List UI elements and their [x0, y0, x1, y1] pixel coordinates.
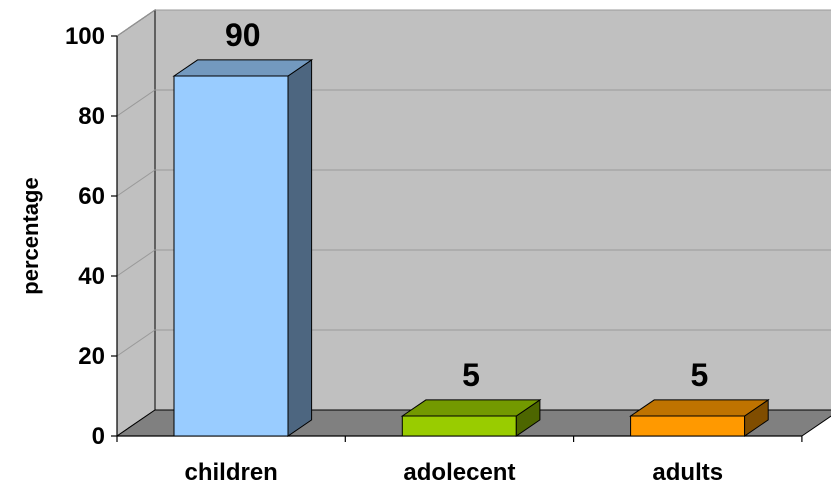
y-tick-label: 60	[78, 183, 105, 210]
bar-adults	[628, 398, 770, 437]
bars	[172, 58, 770, 437]
side-wall	[116, 9, 156, 437]
gridline-20	[116, 329, 831, 357]
x-category-label: adolecent	[403, 459, 515, 486]
bar-adolecent	[400, 398, 542, 437]
gridlines	[116, 9, 831, 357]
bar-top-face	[628, 399, 770, 417]
y-tick-label: 100	[65, 23, 105, 50]
x-category-label: adults	[652, 459, 723, 486]
data-label: 5	[690, 357, 708, 393]
chart-text: 0 20 40 60 80 100 90 children 5 adolecent 5 adults p…	[18, 17, 723, 486]
bar-children	[172, 58, 314, 437]
gridline-60	[116, 169, 831, 197]
data-label: 90	[225, 17, 261, 53]
gridline-100	[116, 9, 831, 37]
data-label: 5	[462, 357, 480, 393]
bar-front-face	[630, 415, 746, 437]
gridline-80	[116, 89, 831, 117]
y-tick-label: 0	[92, 423, 105, 450]
bar-top-face	[172, 59, 314, 77]
y-tick-label: 20	[78, 343, 105, 370]
bar-top-face	[400, 399, 542, 417]
y-tick-label: 40	[78, 263, 105, 290]
gridline-40	[116, 249, 831, 277]
x-category-label: children	[184, 459, 277, 486]
y-tick-label: 80	[78, 103, 105, 130]
bar-front-face	[173, 75, 289, 437]
y-axis-title: percentage	[18, 177, 43, 294]
bar-side-face	[287, 58, 313, 437]
bar-front-face	[401, 415, 517, 437]
